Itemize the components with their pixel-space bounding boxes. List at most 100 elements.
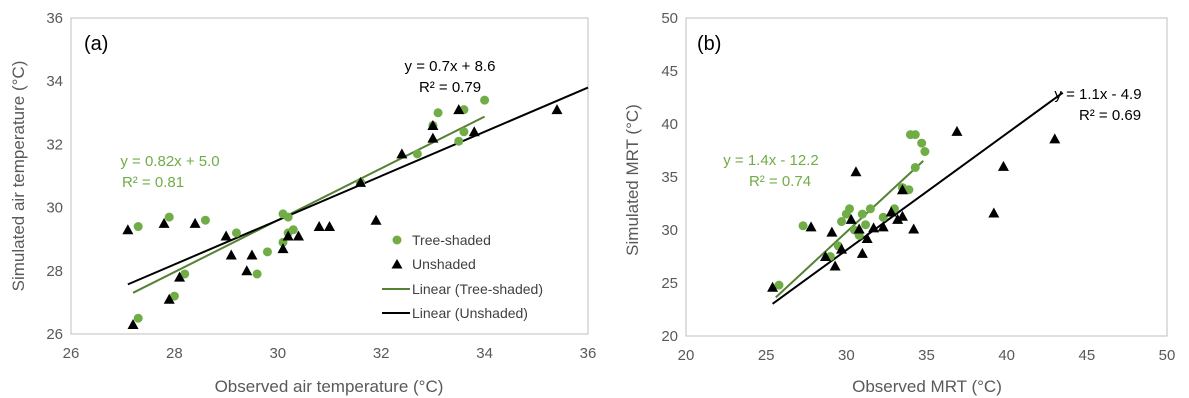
x-tick-label: 28 [166, 345, 183, 362]
x-tick-label: 26 [63, 345, 80, 362]
legend-marker-unshaded [391, 259, 403, 269]
unshaded-point [805, 221, 817, 232]
unshaded-point [189, 217, 201, 228]
tree-shaded-point [164, 212, 174, 222]
unshaded-point [122, 224, 134, 235]
trendlines-b [771, 91, 1064, 305]
y-tick-label: 32 [46, 136, 63, 153]
y-tick-label: 26 [46, 326, 63, 343]
r2-unshaded-b: R² = 0.69 [1079, 107, 1141, 124]
y-tick-label: 28 [46, 263, 63, 280]
x-tick-label: 34 [476, 345, 493, 362]
unshaded-point [241, 265, 253, 276]
x-tick-label: 30 [838, 347, 855, 364]
tree-shaded-point [798, 221, 808, 231]
tree-shaded-point [774, 280, 784, 290]
tree-shaded-point [857, 209, 867, 219]
equation-unshaded-a: y = 0.7x + 8.6 [405, 58, 496, 75]
tree-shaded-point [837, 217, 847, 227]
y-tick-label: 45 [661, 63, 678, 80]
x-tick-label: 35 [918, 347, 935, 364]
unshaded-point [468, 126, 480, 137]
tree-shaded-point [200, 215, 210, 225]
tree-shaded-point [169, 291, 179, 301]
y-tick-label: 35 [661, 169, 678, 186]
tree-shaded-point [861, 220, 871, 230]
points-b [767, 125, 1061, 292]
unshaded-point [1049, 133, 1061, 144]
unshaded-point [896, 184, 908, 195]
panel-label-a: (a) [84, 33, 108, 55]
tree-shaded-point [910, 162, 920, 172]
unshaded-point [885, 206, 897, 217]
panel-a: (a) 26 28 30 32 34 36 26 28 30 32 34 36 Observed ai… [9, 10, 596, 396]
plot-area-b [685, 17, 1168, 337]
unshaded-point [836, 243, 848, 254]
unshaded-point [292, 230, 304, 241]
tree-shaded-point [231, 228, 241, 238]
legend-label-tree-shaded: Tree-shaded [412, 232, 491, 248]
unshaded-point [819, 251, 831, 261]
unshaded-point [892, 213, 904, 224]
tree-shaded-point [910, 130, 920, 140]
unshaded-point [997, 160, 1009, 171]
unshaded-point [282, 230, 294, 241]
unshaded-point [220, 230, 232, 241]
y-tick-label: 20 [661, 328, 678, 345]
x-tick-label: 20 [678, 347, 695, 364]
y-tick-label: 40 [661, 116, 678, 133]
r2-unshaded-a: R² = 0.79 [419, 79, 481, 96]
tree-shaded-point [288, 225, 298, 235]
legend-label-linear-tree-shaded: Linear (Tree-shaded) [412, 281, 543, 297]
points-a [122, 95, 563, 330]
unshaded-point [225, 249, 237, 260]
panel-b: (b) 20 25 30 35 40 45 50 20 25 30 35 40 45 50 Observe… [623, 10, 1175, 396]
tree-shaded-point [262, 247, 272, 257]
unshaded-point [853, 223, 865, 234]
x-tick-label: 45 [1078, 347, 1095, 364]
legend-a: Tree-shaded Unshaded Linear (Tree-shaded… [382, 232, 543, 321]
unshaded-point [861, 232, 873, 243]
tree-shaded-point [845, 204, 855, 214]
unshaded-point [277, 243, 289, 254]
unshaded-point [951, 125, 963, 136]
x-tick-label: 40 [998, 347, 1015, 364]
r2-tree-shaded-b: R² = 0.74 [749, 173, 811, 190]
ticks-b: 20 25 30 35 40 45 50 20 25 30 35 40 45 50 [661, 10, 1175, 364]
unshaded-point [908, 223, 920, 234]
unshaded-point [896, 210, 908, 221]
unshaded-point [988, 207, 1000, 218]
unshaded-point [427, 119, 439, 130]
trendline-linear-unshaded [771, 91, 1064, 305]
unshaded-point [877, 221, 889, 232]
tree-shaded-point [920, 147, 930, 157]
y-axis-title-a: Simulated air temperature (°C) [9, 61, 28, 292]
unshaded-point [767, 281, 779, 292]
unshaded-point [396, 148, 408, 159]
x-axis-title-a: Observed air temperature (°C) [215, 377, 444, 396]
tree-shaded-point [459, 127, 469, 137]
unshaded-point [355, 176, 367, 187]
legend-marker-tree-shaded [392, 235, 402, 245]
unshaded-point [370, 214, 382, 225]
equation-tree-shaded-a: y = 0.82x + 5.0 [120, 153, 219, 170]
y-tick-label: 30 [46, 200, 63, 217]
tree-shaded-point [180, 269, 190, 279]
y-tick-label: 50 [661, 10, 678, 27]
unshaded-point [127, 319, 139, 330]
y-tick-label: 36 [46, 10, 63, 27]
unshaded-point [826, 226, 838, 237]
unshaded-point [427, 132, 439, 143]
unshaded-point [174, 271, 186, 282]
unshaded-point [845, 213, 857, 224]
x-tick-label: 36 [580, 345, 597, 362]
equation-unshaded-b: y = 1.1x - 4.9 [1054, 86, 1141, 103]
unshaded-point [850, 166, 862, 177]
trendline-linear-tree-shaded [775, 160, 924, 299]
y-axis-title-b: Simulated MRT (°C) [623, 104, 642, 256]
x-tick-label: 50 [1159, 347, 1176, 364]
r2-tree-shaded-a: R² = 0.81 [122, 174, 184, 191]
tree-shaded-point [283, 212, 293, 222]
x-tick-label: 30 [269, 345, 286, 362]
